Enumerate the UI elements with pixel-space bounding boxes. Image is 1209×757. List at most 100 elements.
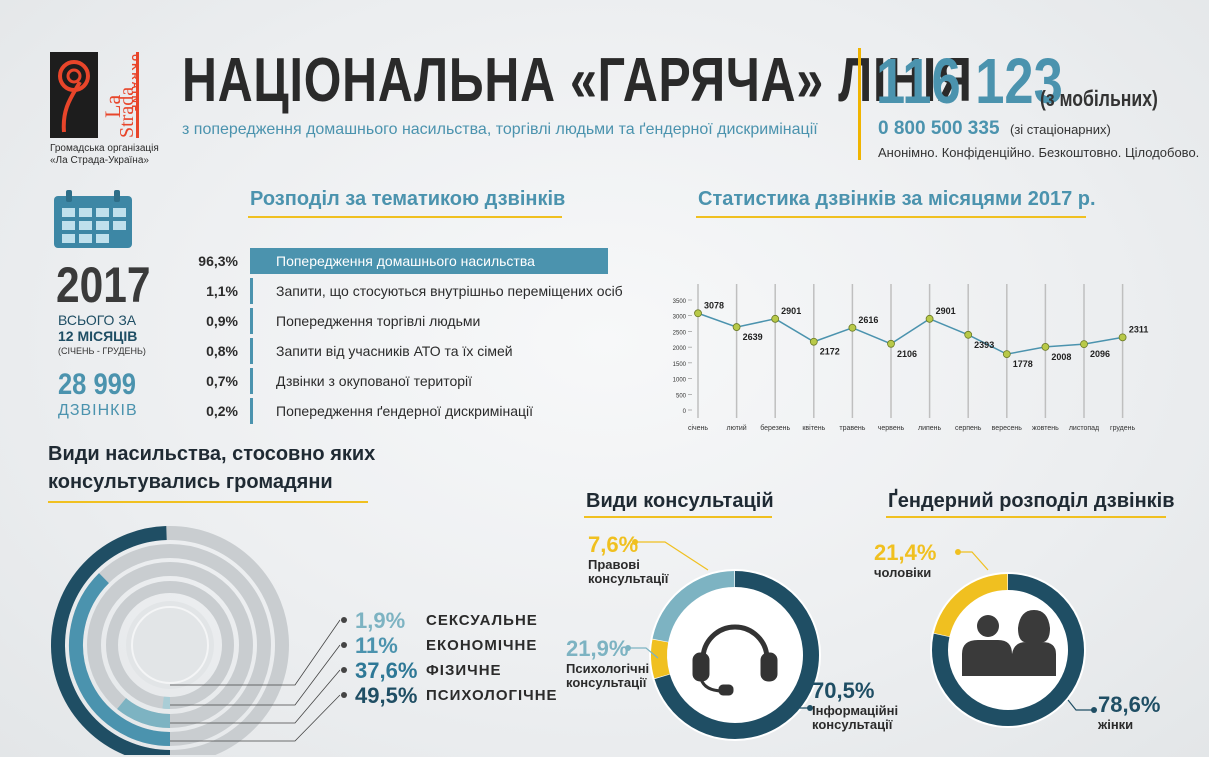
- data-label: 2008: [1051, 352, 1071, 362]
- page-title: НАЦІОНАЛЬНА «ГАРЯЧА» ЛІНІЯ: [182, 46, 973, 115]
- x-tick-label: листопад: [1069, 425, 1099, 432]
- series-line: [697, 312, 1123, 355]
- ring-segment: [51, 526, 171, 755]
- data-label: 2311: [1129, 324, 1149, 334]
- consult-legal-pct: 7,6%: [588, 532, 639, 557]
- gender-women-text: жінки: [1098, 717, 1134, 732]
- gender-men-text: чоловіки: [874, 565, 932, 580]
- gender-chart: [930, 549, 1097, 728]
- y-tick-label: 500: [676, 393, 687, 399]
- topic-bar: [250, 398, 253, 424]
- x-tick-label: квітень: [802, 424, 825, 432]
- data-label: 2172: [820, 347, 840, 357]
- ring-segment: [69, 573, 171, 746]
- topic-row: 0,2% Попередження ґендерної дискримінації: [190, 398, 610, 424]
- data-point: [809, 337, 818, 346]
- consult-psych-label: 21,9% Психологічні консультації: [566, 636, 649, 690]
- x-tick-label: грудень: [1110, 425, 1135, 432]
- consult-chart: [625, 539, 821, 741]
- consult-psych-l2: консультації: [566, 675, 647, 690]
- topic-bar: [250, 278, 253, 304]
- leader-line: [1067, 699, 1094, 711]
- consult-legal-l1: Правові: [588, 557, 640, 572]
- topic-pct: 0,2%: [206, 403, 238, 419]
- summary-calls-label: ДЗВІНКІВ: [58, 402, 138, 419]
- x-tick-label: січень: [688, 424, 708, 432]
- phone-alt-note: (зі стаціонарних): [1010, 122, 1111, 137]
- leader-dot: [341, 617, 347, 623]
- leader-dot: [632, 539, 638, 545]
- data-point: [848, 323, 857, 332]
- topic-label: Попередження домашнього насильства: [276, 253, 535, 269]
- leader-line: [635, 541, 709, 571]
- y-tick-label: 3000: [673, 315, 687, 321]
- violence-legend-label: СЕКСУАЛЬНЕ: [426, 612, 538, 629]
- leader-line: [170, 619, 341, 686]
- data-point: [1080, 340, 1088, 349]
- topic-bar: [250, 338, 253, 364]
- data-point: [732, 323, 741, 331]
- topic-row: 0,9% Попередження торгівлі людьми: [190, 308, 610, 334]
- data-label: 1778: [1013, 359, 1033, 369]
- gender-women-label: 78,6% жінки: [1098, 692, 1160, 732]
- data-label: 2096: [1090, 349, 1110, 359]
- consult-info-l2: консультації: [812, 717, 893, 732]
- ring-segment: [117, 698, 171, 728]
- data-label: 2639: [743, 332, 763, 342]
- summary-year: 2017: [56, 257, 151, 313]
- summary-calls: 28 999: [58, 368, 137, 401]
- violence-legend-pct: 1,9%: [355, 608, 406, 633]
- topic-label: Попередження ґендерної дискримінації: [276, 403, 534, 419]
- phone-alt: 0 800 500 335: [878, 118, 1000, 139]
- logo-caption-line1: Громадська організація: [50, 143, 159, 154]
- gender-men-pct: 21,4%: [874, 540, 937, 565]
- leader-line: [170, 669, 341, 724]
- y-tick-label: 1000: [673, 378, 687, 384]
- consult-info-label: 70,5% Інформаційні консультації: [812, 678, 898, 732]
- x-tick-label: травень: [839, 425, 865, 432]
- leader-line: [170, 694, 341, 742]
- violence-legend-label: ПСИХОЛОГІЧНЕ: [426, 687, 558, 704]
- y-tick-label: 1500: [673, 362, 687, 368]
- phone-main-note: (з мобільних): [1040, 86, 1158, 111]
- donut-bg: [649, 569, 821, 741]
- header-divider: [858, 48, 861, 160]
- leader-dot: [341, 667, 347, 673]
- x-tick-label: серпень: [955, 425, 982, 432]
- data-point: [694, 309, 702, 318]
- x-tick-label: березень: [760, 424, 790, 432]
- leader-dot: [955, 549, 961, 555]
- x-tick-label: вересень: [992, 425, 1023, 432]
- summary-line1: ВСЬОГО ЗА: [58, 312, 137, 328]
- topic-pct: 0,9%: [206, 313, 238, 329]
- consult-title: Види консультацій: [586, 490, 774, 512]
- violence-legend-pct: 49,5%: [355, 683, 418, 708]
- gender-women-pct: 78,6%: [1098, 692, 1161, 717]
- gender-underline: [886, 516, 1166, 518]
- y-tick-label: 3500: [673, 299, 687, 305]
- x-tick-label: липень: [918, 425, 942, 432]
- data-label: 2393: [974, 340, 994, 350]
- leader-line: [170, 644, 341, 706]
- data-label: 2616: [858, 315, 878, 325]
- leader-line: [628, 647, 659, 659]
- logo-caption: Громадська організація «Ла Страда-Україн…: [50, 143, 159, 167]
- logo: La Strada UKRAINE: [50, 52, 150, 140]
- ring-center: [126, 601, 214, 689]
- consult-psych-l1: Психологічні: [566, 661, 650, 676]
- y-tick-label: 0: [683, 409, 687, 415]
- logo-ukraine: UKRAINE: [129, 54, 140, 114]
- topic-bar: [250, 368, 253, 394]
- leader-line: [787, 697, 810, 709]
- donut-segment: [652, 571, 735, 643]
- phone-main: 116 123: [876, 45, 1063, 117]
- leader-dot: [341, 642, 347, 648]
- logo-caption-line2: «Ла Страда-Україна»: [50, 155, 149, 166]
- leader-dot: [625, 645, 631, 651]
- summary-line2: 12 МІСЯЦІВ: [58, 328, 138, 344]
- tagline: Анонімно. Конфіденційно. Безкоштовно. Ці…: [878, 145, 1200, 160]
- topics-title: Розподіл за тематикою дзвінків: [250, 188, 566, 210]
- leader-dot: [1091, 707, 1097, 713]
- headset-icon: [692, 624, 778, 696]
- x-tick-label: жовтень: [1032, 425, 1059, 432]
